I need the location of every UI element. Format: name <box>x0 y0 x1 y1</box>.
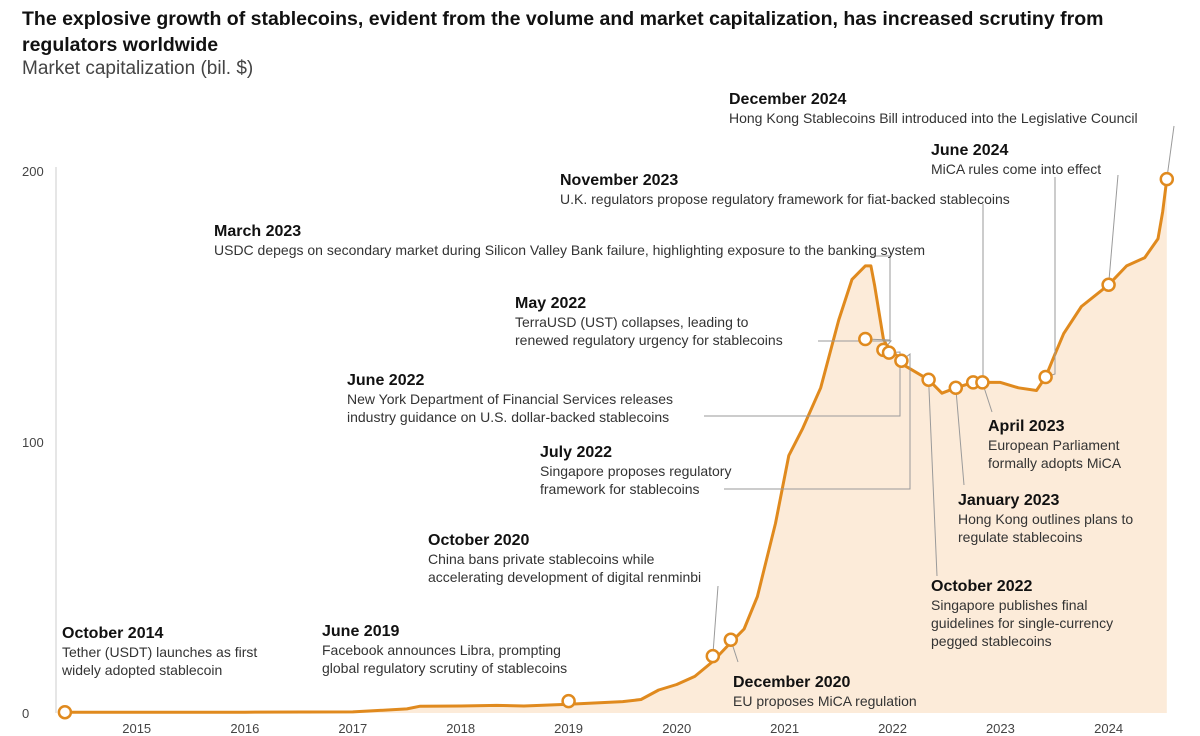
annotation-leader <box>1045 177 1056 378</box>
event-marker <box>975 375 990 390</box>
annotation-text: formally adopts MiCA <box>988 455 1122 471</box>
chart-subtitle: Market capitalization (bil. $) <box>22 58 254 79</box>
annotation-date: June 2019 <box>322 623 399 640</box>
annotation-text: TerraUSD (UST) collapses, leading to <box>515 314 749 330</box>
annotation-text: framework for stablecoins <box>540 481 700 497</box>
chart-title: The explosive growth of stablecoins, evi… <box>22 8 1104 56</box>
annotation-text: regulate stablecoins <box>958 529 1083 545</box>
annotation-date: April 2023 <box>988 418 1065 435</box>
annotation-text: renewed regulatory urgency for stablecoi… <box>515 332 783 348</box>
annotation-text: MiCA rules come into effect <box>931 161 1101 177</box>
x-tick-label: 2015 <box>122 721 151 736</box>
annotation-text: accelerating development of digital renm… <box>428 569 701 585</box>
event-marker <box>705 648 721 664</box>
annotation-text: Singapore proposes regulatory <box>540 463 731 479</box>
x-tick-label: 2016 <box>230 721 259 736</box>
event-marker <box>1159 171 1175 187</box>
annotation-date: December 2020 <box>733 674 851 691</box>
annotation-leader <box>712 585 719 657</box>
annotation-date: June 2022 <box>347 372 424 389</box>
annotation-leader <box>1166 125 1175 180</box>
y-tick-label: 0 <box>22 706 29 721</box>
x-tick-label: 2022 <box>878 721 907 736</box>
annotation-leader <box>928 379 938 577</box>
event-marker <box>881 345 897 360</box>
annotation-text: pegged stablecoins <box>931 633 1052 649</box>
x-tick-label: 2020 <box>662 721 691 736</box>
annotation-text: U.K. regulators propose regulatory frame… <box>560 191 1010 207</box>
annotation-text: guidelines for single-currency <box>931 615 1113 631</box>
annotation-leader <box>865 255 891 341</box>
annotation-date: July 2022 <box>540 444 612 461</box>
x-tick-label: 2024 <box>1094 721 1123 736</box>
y-tick-label: 200 <box>22 164 44 179</box>
y-tick-label: 100 <box>22 435 44 450</box>
annotation-date: November 2023 <box>560 172 678 189</box>
annotation-leader <box>973 204 984 383</box>
event-marker <box>858 331 873 347</box>
marker-layer <box>57 171 1175 720</box>
annotation-text: industry guidance on U.S. dollar-backed … <box>347 409 669 425</box>
annotation-text: Singapore publishes final <box>931 597 1087 613</box>
x-tick-label: 2019 <box>554 721 583 736</box>
annotation-leader <box>955 387 965 486</box>
annotation-date: October 2014 <box>62 625 163 642</box>
x-tick-label: 2018 <box>446 721 475 736</box>
annotation-text: Tether (USDT) launches as first <box>62 644 257 660</box>
annotation-date: October 2020 <box>428 532 529 549</box>
annotation-text: Hong Kong outlines plans to <box>958 511 1133 527</box>
annotation-date: January 2023 <box>958 492 1060 509</box>
x-tick-label: 2017 <box>338 721 367 736</box>
event-marker <box>1101 277 1116 293</box>
annotation-text: global regulatory scrutiny of stablecoin… <box>322 660 567 676</box>
label-layer: October 2014 Tether (USDT) launches as fi… <box>61 91 1138 709</box>
event-marker <box>948 380 964 396</box>
annotation-text: Facebook announces Libra, prompting <box>322 642 561 658</box>
annotation-text: China bans private stablecoins while <box>428 551 655 567</box>
event-marker <box>894 353 909 368</box>
x-tick-label: 2023 <box>986 721 1015 736</box>
event-marker <box>921 372 936 387</box>
annotation-text: USDC depegs on secondary market during S… <box>214 242 925 258</box>
annotation-date: June 2024 <box>931 142 1008 159</box>
annotation-text: widely adopted stablecoin <box>61 662 222 678</box>
event-marker <box>561 693 576 709</box>
annotation-text: New York Department of Financial Service… <box>347 391 673 407</box>
series-line <box>63 177 1169 714</box>
annotation-text: Hong Kong Stablecoins Bill introduced in… <box>729 110 1138 126</box>
series-area <box>64 179 1167 714</box>
annotation-text: European Parliament <box>988 437 1120 453</box>
axis-layer: 0 100 200 2015 2016 2017 2018 2019 2020 2021 2022 2… <box>22 164 1123 736</box>
event-marker <box>723 632 739 648</box>
annotation-leader <box>1108 174 1119 285</box>
event-marker <box>1038 369 1053 385</box>
annotation-date: October 2022 <box>931 578 1032 595</box>
area-layer <box>63 177 1169 714</box>
event-marker <box>57 704 73 720</box>
annotation-date: March 2023 <box>214 223 301 240</box>
annotation-date: May 2022 <box>515 295 586 312</box>
x-tick-label: 2021 <box>770 721 799 736</box>
annotation-date: December 2024 <box>729 91 847 108</box>
annotation-text: EU proposes MiCA regulation <box>733 693 917 709</box>
